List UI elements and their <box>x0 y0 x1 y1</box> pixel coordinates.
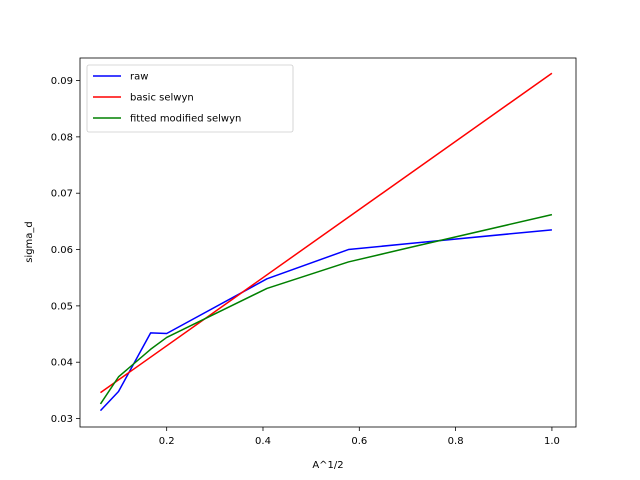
x-tick-label: 0.4 <box>255 436 271 447</box>
y-tick-label: 0.03 <box>51 414 73 425</box>
y-axis: 0.03 0.04 0.05 0.06 0.07 0.08 0.09 <box>51 76 80 425</box>
y-tick-label: 0.04 <box>51 358 73 369</box>
plot-frame <box>79 57 577 428</box>
series-line-raw <box>99 229 552 412</box>
y-tick-label: 0.08 <box>51 132 73 143</box>
series-line-basic-selwyn <box>100 72 553 394</box>
y-axis-label: sigma_d <box>24 221 35 263</box>
y-tick-label: 0.06 <box>51 245 73 256</box>
x-axis: 0.2 0.4 0.6 0.8 1.0 <box>159 427 560 447</box>
x-tick-label: 1.0 <box>544 436 560 447</box>
series-layer <box>99 72 553 412</box>
y-tick-label: 0.05 <box>51 301 73 312</box>
x-tick-label: 0.6 <box>351 436 367 447</box>
x-axis-label: A^1/2 <box>312 460 343 471</box>
y-tick-label: 0.09 <box>51 76 73 87</box>
x-tick-label: 0.2 <box>159 436 175 447</box>
legend-label: fitted modified selwyn <box>130 114 241 125</box>
series-line-fitted-modified-selwyn <box>99 213 553 405</box>
legend-label: raw <box>130 72 148 83</box>
legend-box <box>86 64 294 133</box>
legend: raw basic selwyn fitted modified selwyn <box>86 64 294 133</box>
x-tick-label: 0.8 <box>448 436 464 447</box>
y-tick-label: 0.07 <box>51 189 73 200</box>
legend-label: basic selwyn <box>130 93 194 104</box>
